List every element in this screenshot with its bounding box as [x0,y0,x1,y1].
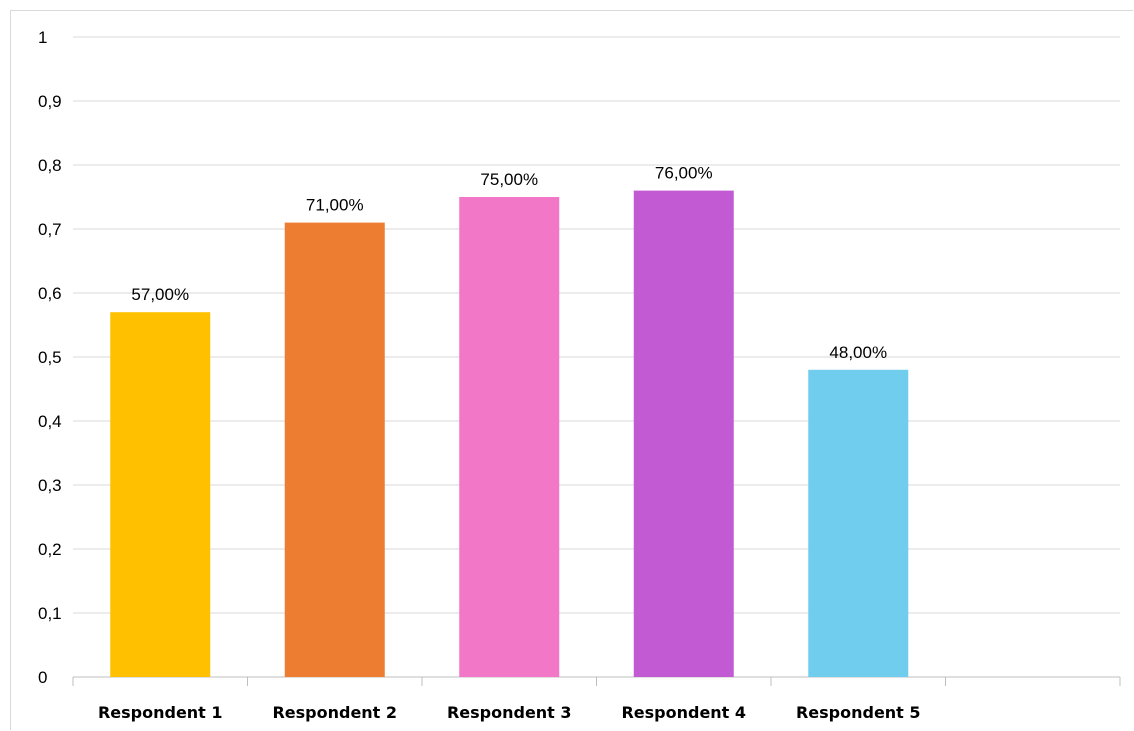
bar [284,222,385,677]
y-tick-label: 0,8 [38,156,62,175]
x-category-label: Respondent 2 [272,703,397,722]
data-label: 71,00% [306,196,364,215]
y-tick-label: 0 [38,668,47,687]
y-tick-label: 0,3 [38,476,62,495]
y-tick-label: 1 [38,28,47,47]
y-tick-label: 0,1 [38,604,62,623]
data-label: 48,00% [829,343,887,362]
bar [110,312,211,677]
bar [459,197,560,677]
y-tick-label: 0,9 [38,92,62,111]
bar [633,190,734,677]
x-category-label: Respondent 1 [98,703,223,722]
y-tick-label: 0,7 [38,220,62,239]
x-category-label: Respondent 3 [447,703,572,722]
y-tick-label: 0,6 [38,284,62,303]
data-label: 76,00% [655,164,713,183]
y-tick-label: 0,2 [38,540,62,559]
data-label: 75,00% [480,170,538,189]
bar [808,369,909,677]
y-tick-label: 0,5 [38,348,62,367]
data-label: 57,00% [131,285,189,304]
x-category-label: Respondent 4 [621,703,746,722]
y-tick-label: 0,4 [38,412,62,431]
x-category-label: Respondent 5 [796,703,921,722]
